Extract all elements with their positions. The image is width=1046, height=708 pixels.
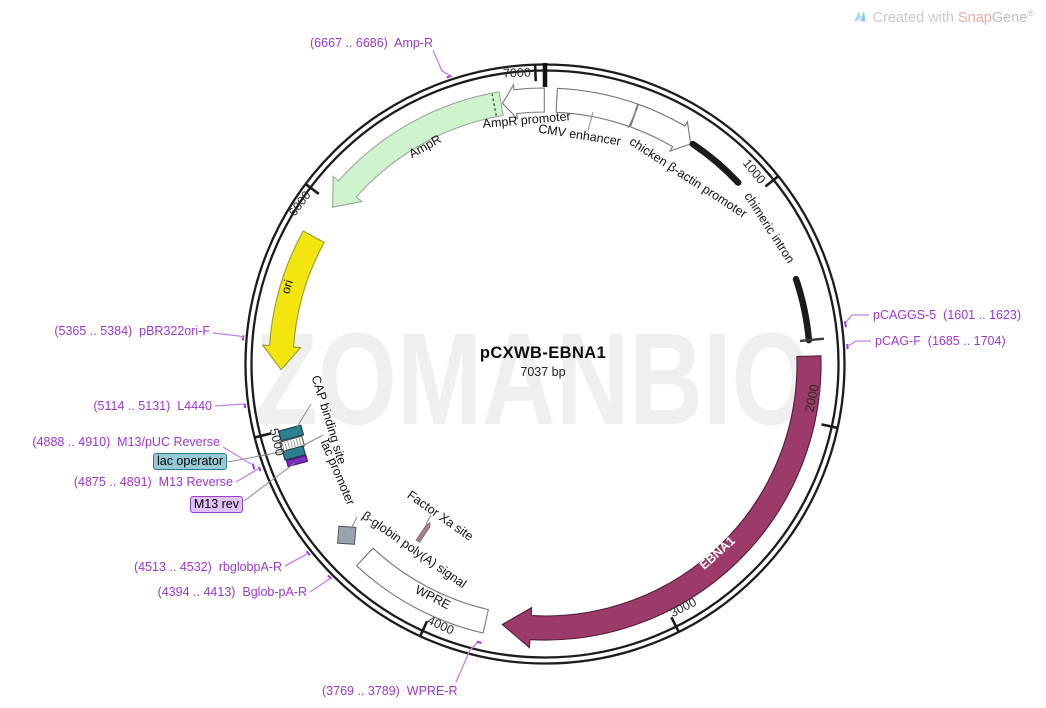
primer-label-bglob-pa-r[interactable]: (4394 .. 4413) Bglob-pA-R	[157, 585, 307, 599]
primer-mark-rbglobpa-r[interactable]	[305, 550, 311, 556]
credit-brand-gene: Gene	[991, 9, 1028, 26]
plasmid-name: pCXWB-EBNA1	[479, 344, 607, 362]
feature-ampr-boundary	[491, 93, 497, 116]
primer-label-pcaggs-5[interactable]: pCAGGS-5 (1601 .. 1623)	[873, 308, 1021, 322]
feature-label-cmv-enhancer[interactable]: CMV enhancer	[537, 122, 622, 149]
feature-label-lac-operator[interactable]: lac operator	[152, 453, 227, 470]
tick-mark-4000	[418, 620, 429, 638]
feature-m13-rev-leader-line	[243, 462, 296, 502]
primer-label-rbglobpa-r[interactable]: (4513 .. 4532) rbglobpA-R	[133, 560, 282, 574]
credit-prefix: Created with	[872, 9, 958, 26]
feature-chimeric-intron-segment-1[interactable]	[792, 275, 813, 344]
primer-mark-pcaggs-5[interactable]	[844, 321, 847, 328]
feature-chicken-beta-actin-promoter[interactable]	[629, 103, 692, 153]
primer-label-m13-reverse[interactable]: (4875 .. 4891) M13 Reverse	[73, 475, 233, 489]
tick-mark-5000	[253, 432, 272, 439]
primer-mark-wpre-r[interactable]	[476, 640, 482, 644]
feature-factor-xa-site[interactable]	[415, 522, 432, 543]
tick-mark-6000	[304, 182, 320, 195]
feature-ampr-promoter[interactable]	[501, 83, 545, 121]
feature-chicken-beta-actin-promoter-leader-line	[627, 108, 638, 129]
snapgene-credit: Created with SnapGene®	[852, 8, 1034, 26]
tick-label-5000: 5000	[267, 427, 287, 457]
primer-leader-pbr322ori-f	[212, 332, 245, 339]
primer-leader-pcag-f	[847, 340, 871, 347]
watermark: ZOMANBIO	[255, 305, 811, 452]
primer-label-amp-r[interactable]: (6667 .. 6686) Amp-R	[310, 36, 433, 50]
primer-leader-pcaggs-5	[845, 314, 869, 323]
primer-leader-rbglobpa-r	[284, 553, 308, 567]
tick-mark-1000	[764, 174, 780, 188]
feature-label-factor-xa-site[interactable]: Factor Xa site	[405, 488, 476, 544]
feature-ampr[interactable]	[332, 91, 504, 208]
primer-label-wpre-r[interactable]: (3769 .. 3789) WPRE-R	[322, 684, 458, 698]
feature-cap-binding-site-leader-line	[296, 403, 312, 428]
feature-label-ori[interactable]: ori	[278, 278, 295, 295]
primer-label-pbr322ori-f[interactable]: (5365 .. 5384) pBR322ori-F	[54, 324, 210, 338]
plasmid-title-block: pCXWB-EBNA1 7037 bp	[480, 344, 606, 379]
feature-chimeric-intron-end-bar	[799, 337, 825, 343]
primer-mark-m13-reverse[interactable]	[257, 466, 262, 472]
feature-chimeric-intron-segment-0[interactable]	[689, 140, 742, 186]
primer-label-l4440[interactable]: (5114 .. 5131) L4440	[93, 399, 212, 413]
primer-label-pcag-f[interactable]: pCAG-F (1685 .. 1704)	[875, 334, 1006, 348]
tick-mark-7000	[533, 64, 537, 82]
primer-leader-amp-r	[432, 49, 452, 77]
primer-mark-l4440[interactable]	[243, 403, 247, 409]
primer-mark-amp-r[interactable]	[446, 74, 452, 79]
tick-label-2000: 2000	[802, 383, 821, 413]
plasmid-length: 7037 bp	[520, 365, 566, 379]
primer-leader-l4440	[214, 403, 245, 407]
feature-cmv-enhancer[interactable]	[555, 87, 639, 128]
tick-mark-3000	[670, 616, 681, 633]
primer-leader-m13-puc-reverse	[222, 446, 252, 465]
feature-cap-binding-site[interactable]	[277, 424, 305, 442]
snapgene-logo-icon	[853, 10, 866, 23]
primer-leader-wpre-r	[455, 642, 478, 683]
tick-mark-2000	[821, 423, 839, 430]
primer-leader-bglob-pa-r	[309, 577, 332, 593]
primer-leader-m13-reverse	[235, 468, 259, 483]
primer-label-m13-puc-reverse[interactable]: (4888 .. 4910) M13/pUC Reverse	[32, 435, 220, 449]
feature-ori[interactable]	[261, 230, 325, 371]
credit-brand-snap: Snap	[958, 9, 992, 26]
feature-beta-globin-polya-leader-line	[350, 516, 358, 530]
feature-lac-operator-leader-line	[227, 450, 287, 463]
primer-mark-m13-puc-reverse[interactable]	[251, 463, 256, 470]
feature-m13-rev[interactable]	[285, 454, 309, 468]
primer-mark-bglob-pa-r[interactable]	[327, 574, 333, 580]
feature-wpre[interactable]	[355, 547, 490, 634]
feature-ebna1[interactable]	[501, 355, 822, 649]
feature-lac-promoter-leader-line	[303, 434, 324, 446]
tick-label-6000: 6000	[286, 188, 314, 219]
feature-beta-globin-polya[interactable]	[337, 525, 357, 545]
primer-label-m13-rev[interactable]: M13 rev	[189, 496, 243, 513]
tick-label-7000: 7000	[503, 66, 531, 81]
credit-registered-mark: ®	[1027, 8, 1034, 18]
feature-cmv-enhancer-leader-line	[587, 111, 594, 132]
feature-factor-xa-site-leader-line	[425, 514, 432, 525]
feature-lac-operator[interactable]	[281, 445, 307, 461]
